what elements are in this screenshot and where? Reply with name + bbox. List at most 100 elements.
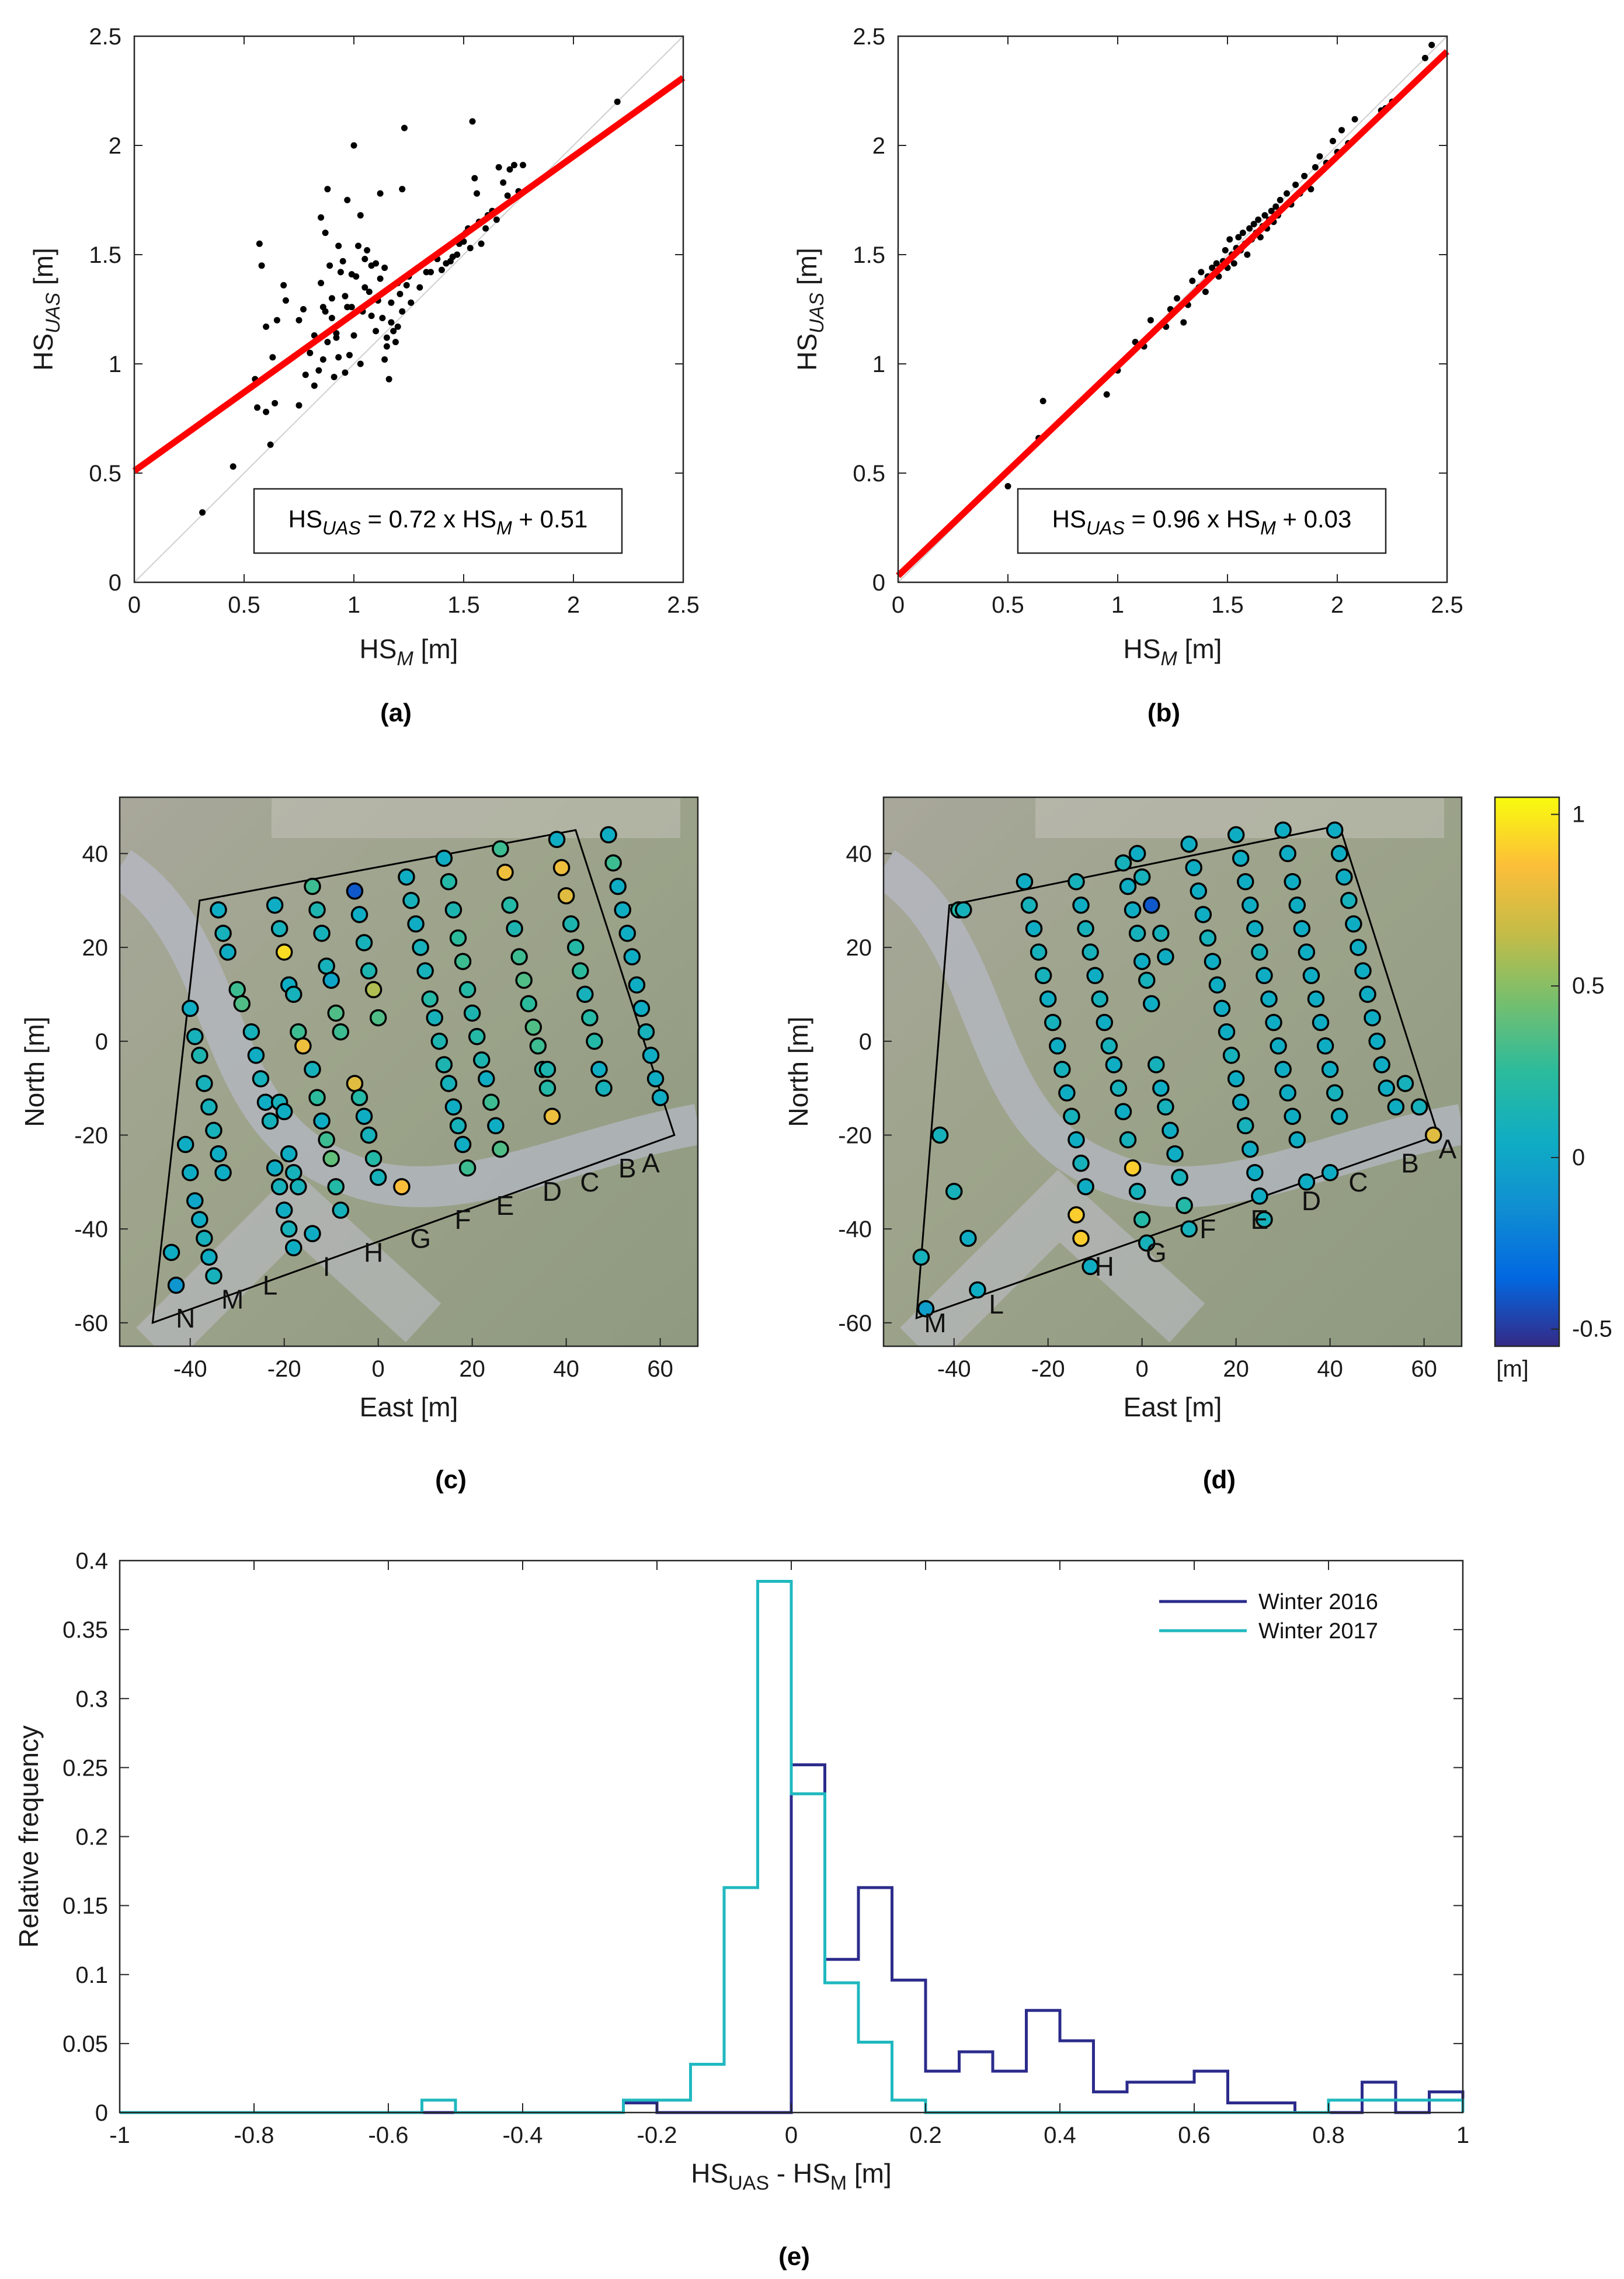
probe-point <box>449 929 467 947</box>
probe-point <box>492 840 509 858</box>
probe-point <box>275 1103 293 1121</box>
data-point <box>493 216 500 223</box>
data-point <box>335 242 342 249</box>
data-point <box>471 175 478 182</box>
data-point <box>273 317 280 324</box>
regression-line <box>896 49 1449 578</box>
probe-point <box>1345 915 1362 933</box>
probe-point <box>256 1093 274 1111</box>
x-tick-label: 0.4 <box>1044 2122 1076 2148</box>
probe-point <box>1124 1159 1142 1177</box>
equation-part: HS <box>1052 505 1086 533</box>
probe-point <box>360 1126 378 1144</box>
data-point <box>324 186 331 193</box>
probe-point <box>609 877 627 895</box>
equation-part: + 0.51 <box>512 505 588 533</box>
probe-point <box>1330 1107 1348 1125</box>
y-tick-label: 0 <box>95 2100 108 2126</box>
data-point <box>373 260 380 267</box>
probe-point <box>1157 948 1174 965</box>
probe-point <box>1321 1163 1339 1182</box>
probe-point <box>557 887 575 905</box>
probe-point <box>581 1009 599 1027</box>
y-tick-label: 0.5 <box>89 461 121 487</box>
transect-label: F <box>1199 1214 1216 1244</box>
probe-point <box>322 971 340 989</box>
data-point <box>1004 482 1011 489</box>
axes-box <box>133 35 684 583</box>
data-point <box>1039 398 1046 405</box>
x-tick-label: -0.4 <box>503 2122 543 2148</box>
probe-point <box>1410 1098 1428 1116</box>
data-point <box>383 334 390 341</box>
probe-point <box>1218 1023 1236 1041</box>
probe-point <box>1350 939 1367 956</box>
probe-point <box>572 962 589 980</box>
probe-point <box>444 901 462 919</box>
probe-point <box>346 882 364 900</box>
data-point <box>1147 317 1154 324</box>
transect-label: C <box>1348 1167 1368 1197</box>
probe-point <box>242 1023 260 1041</box>
equation-part: UAS <box>1086 517 1125 539</box>
y-tick-label: 40 <box>82 841 109 867</box>
probe-point <box>945 1183 963 1200</box>
probe-point <box>1336 868 1353 886</box>
data-point <box>423 269 430 276</box>
probe-point <box>1030 943 1048 961</box>
probe-point <box>1316 1037 1334 1055</box>
x-tick-label: 0 <box>372 1356 385 1382</box>
probe-point <box>369 1169 387 1186</box>
regression-line <box>132 75 686 474</box>
data-point <box>1421 54 1428 61</box>
data-point <box>403 282 410 289</box>
data-point <box>1284 190 1291 197</box>
probe-point <box>270 1178 288 1196</box>
data-point <box>1174 295 1181 302</box>
probe-point <box>1364 1009 1381 1027</box>
data-point <box>315 367 322 374</box>
probe-point <box>552 859 571 877</box>
y-tick-label: 0 <box>95 1029 108 1055</box>
data-point <box>383 343 390 350</box>
data-point <box>397 290 404 297</box>
probe-point <box>1326 1084 1344 1102</box>
probe-point <box>1368 1033 1386 1050</box>
x-axis-label-base: HS <box>360 634 397 664</box>
data-point <box>269 354 276 361</box>
transect-label: E <box>496 1190 514 1221</box>
probe-point <box>280 1145 298 1163</box>
probe-point <box>595 1079 613 1097</box>
data-point <box>390 328 397 335</box>
x-tick-label: -0.8 <box>234 2122 274 2148</box>
data-point <box>1301 172 1308 179</box>
y-axis-label-base: HS <box>792 333 822 371</box>
data-point <box>322 308 329 315</box>
probe-point <box>529 1037 547 1055</box>
transect-label: I <box>323 1251 331 1281</box>
histogram-panel-e: -1 -0.8 -0.6 -0.4 -0.2 0 0.2 0.4 0.6 0.8 1 0 0.05 0.1… <box>13 1548 1469 2194</box>
data-point <box>342 369 349 376</box>
data-point <box>1329 138 1336 145</box>
probe-point <box>285 985 302 1003</box>
transect-label: B <box>1401 1148 1419 1179</box>
transect-label: F <box>455 1204 471 1235</box>
x-tick-label: 0.6 <box>1178 2122 1211 2148</box>
data-point <box>353 273 360 280</box>
x-tick-label: 20 <box>1223 1356 1249 1382</box>
probe-point <box>538 1061 557 1078</box>
probe-point <box>1091 990 1108 1008</box>
probe-point <box>955 901 972 919</box>
data-point <box>318 280 325 287</box>
probe-point <box>1396 1075 1414 1092</box>
probe-point <box>1039 990 1057 1008</box>
probe-point <box>543 1107 561 1125</box>
y-tick-label: -60 <box>74 1311 108 1336</box>
x-tick-label: 1.5 <box>1211 592 1244 618</box>
probe-point <box>355 934 373 951</box>
data-point <box>318 214 325 221</box>
probe-point <box>1128 1183 1146 1200</box>
probe-point <box>510 948 528 965</box>
probe-point <box>637 1023 655 1041</box>
data-point <box>1226 236 1233 243</box>
